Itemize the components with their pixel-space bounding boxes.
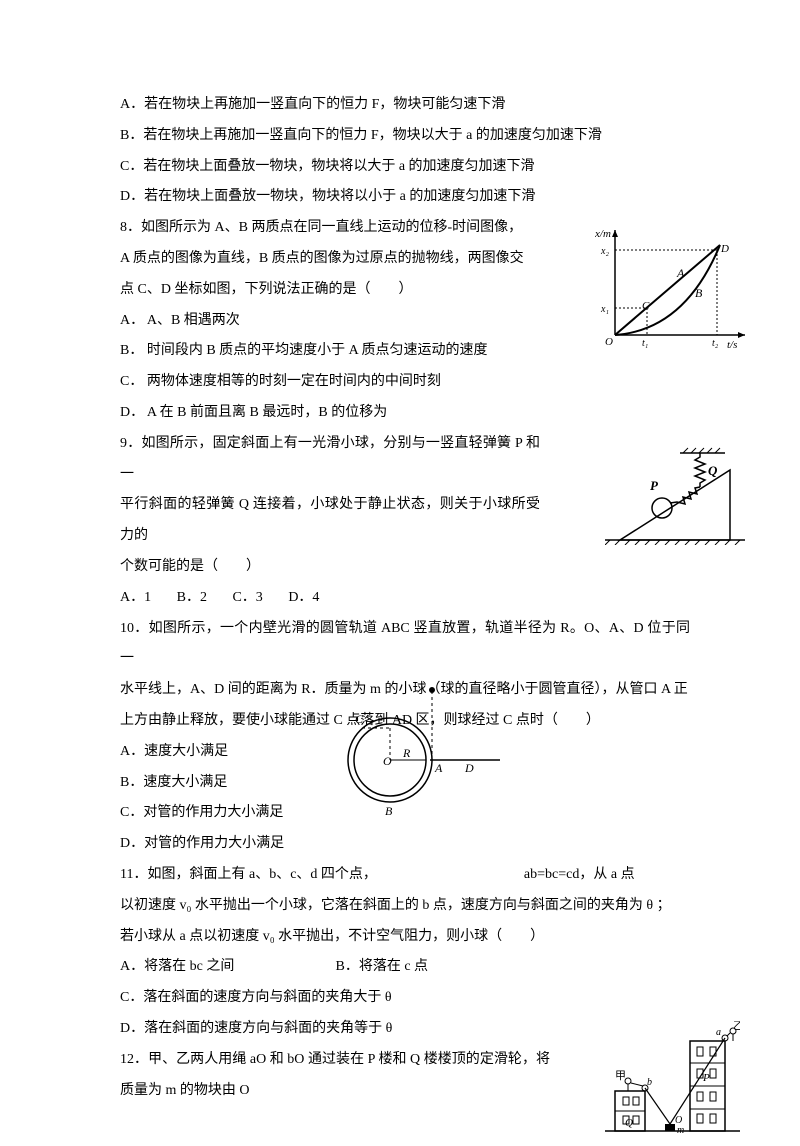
q11-opt-a: A．将落在 bc 之间 bbox=[120, 952, 310, 983]
q9-opts: A．1 B．2 C．3 D．4 bbox=[120, 583, 690, 614]
svg-text:甲: 甲 bbox=[615, 1070, 626, 1082]
q9-opt-b: B．2 bbox=[177, 590, 207, 605]
q11-opt-c: C．落在斜面的速度方向与斜面的夹角大于 θ bbox=[120, 983, 690, 1014]
svg-text:乙: 乙 bbox=[733, 1021, 740, 1032]
q8-figure: x/m t/s O C x₁ t₁ D x₂ t₂ A B bbox=[595, 225, 750, 350]
svg-text:B: B bbox=[385, 804, 393, 818]
q11-stem-1: 11．如图，斜面上有 a、b、c、d 四个点， ab=bc=cd，从 a 点 bbox=[120, 860, 690, 891]
svg-text:b: b bbox=[647, 1077, 652, 1088]
svg-text:x₂: x₂ bbox=[600, 246, 609, 257]
svg-text:t₂: t₂ bbox=[712, 338, 719, 349]
svg-text:t₁: t₁ bbox=[642, 338, 648, 349]
svg-text:Q: Q bbox=[708, 463, 718, 478]
q10-opt-d: D．对管的作用力大小满足 bbox=[120, 829, 690, 860]
svg-text:O: O bbox=[605, 336, 613, 348]
svg-text:A: A bbox=[434, 761, 443, 775]
q12-figure: 甲 乙 b a Q P O m bbox=[605, 1021, 740, 1136]
svg-text:R: R bbox=[402, 746, 411, 760]
q11-stem-1a: 11．如图，斜面上有 a、b、c、d 四个点， bbox=[120, 867, 377, 882]
svg-text:A: A bbox=[676, 266, 685, 280]
q7-opt-b: B．若在物块上再施加一竖直向下的恒力 F，物块以大于 a 的加速度匀加速下滑 bbox=[120, 121, 690, 152]
svg-text:C: C bbox=[642, 300, 650, 312]
svg-text:D: D bbox=[464, 761, 474, 775]
q11-opt-b: B．将落在 c 点 bbox=[336, 959, 429, 974]
svg-text:x/m: x/m bbox=[595, 228, 611, 240]
q9-opt-d: D．4 bbox=[288, 590, 319, 605]
q8-opt-c: C． 两物体速度相等的时刻一定在时间内的中间时刻 bbox=[120, 367, 690, 398]
svg-text:a: a bbox=[716, 1027, 721, 1038]
q9-opt-c: C．3 bbox=[232, 590, 262, 605]
q7-opt-c: C．若在物块上面叠放一物块，物块将以大于 a 的加速度匀加速下滑 bbox=[120, 152, 690, 183]
q9-figure: P Q bbox=[605, 445, 745, 545]
svg-text:B: B bbox=[695, 286, 703, 300]
svg-text:x₁: x₁ bbox=[600, 304, 609, 315]
svg-text:m: m bbox=[677, 1125, 684, 1136]
q11-stem-3: 若小球从 a 点以初速度 v₀ 水平抛出，不计空气阻力，则小球（ ） bbox=[120, 922, 690, 953]
svg-text:P: P bbox=[650, 478, 659, 493]
svg-text:t/s: t/s bbox=[727, 339, 737, 350]
q9-opt-a: A．1 bbox=[120, 590, 151, 605]
q7-opt-a: A．若在物块上再施加一竖直向下的恒力 F，物块可能匀速下滑 bbox=[120, 90, 690, 121]
svg-text:D: D bbox=[720, 243, 729, 255]
svg-text:C: C bbox=[355, 712, 364, 726]
svg-text:Q: Q bbox=[625, 1117, 633, 1129]
q11-stem-2: 以初速度 v₀ 水平抛出一个小球，它落在斜面上的 b 点，速度方向与斜面之间的夹… bbox=[120, 891, 690, 922]
q10-stem-1: 10．如图所示，一个内壁光滑的圆管轨道 ABC 竖直放置，轨道半径为 R。O、A… bbox=[120, 614, 690, 676]
exam-page: A．若在物块上再施加一竖直向下的恒力 F，物块可能匀速下滑 B．若在物块上再施加… bbox=[0, 0, 800, 1146]
q9-stem-3: 个数可能的是（ ） bbox=[120, 552, 690, 583]
svg-text:P: P bbox=[702, 1072, 710, 1084]
q11-stem-1b: ab=bc=cd，从 a 点 bbox=[524, 867, 635, 882]
svg-text:O: O bbox=[383, 754, 392, 768]
q7-opt-d: D．若在物块上面叠放一物块，物块将以小于 a 的加速度匀加速下滑 bbox=[120, 182, 690, 213]
q10-figure: O R A D B C bbox=[335, 680, 505, 820]
q11-opts-ab: A．将落在 bc 之间 B．将落在 c 点 bbox=[120, 952, 690, 983]
q8-opt-d: D． A 在 B 前面且离 B 最远时，B 的位移为 bbox=[120, 398, 690, 429]
